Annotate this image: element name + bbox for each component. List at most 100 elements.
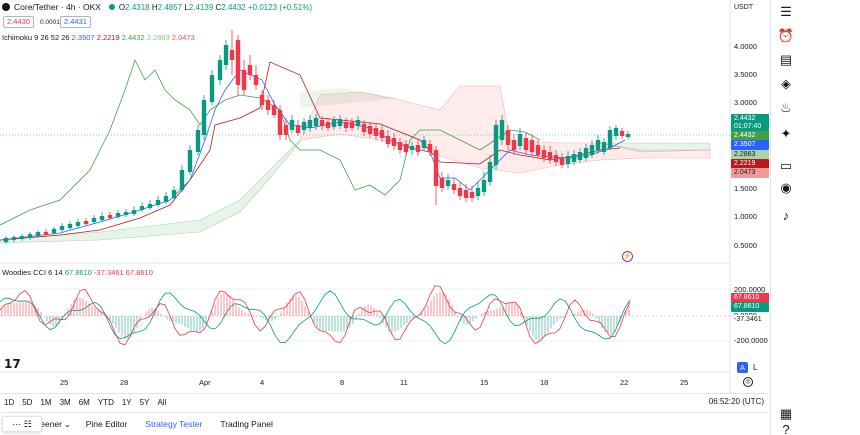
currency-label[interactable]: USDT: [734, 4, 754, 11]
candle-body: [19, 236, 25, 239]
candle-body: [379, 130, 385, 138]
tab-stock-screener[interactable]: Stock Screener: [42, 419, 62, 429]
time-axis-label: 8: [340, 378, 345, 387]
timeframe-1d[interactable]: 1D: [4, 398, 15, 407]
candle-body: [367, 126, 373, 134]
fire-icon[interactable]: ♨: [780, 100, 792, 115]
collapse-panel-icon[interactable]: ⋯ ☷: [2, 416, 42, 432]
candle-body: [83, 221, 89, 224]
chart-area[interactable]: Core/Tether · 4h · OKX O2.4318 H2.4857 L…: [0, 0, 769, 395]
time-axis-label: 28: [120, 378, 129, 387]
candle-body: [99, 216, 105, 220]
time-axis-label: 25: [60, 378, 69, 387]
calendar-icon[interactable]: ▦: [779, 406, 793, 421]
price-tag: 2.2863: [731, 150, 769, 160]
ohlc-readout: O2.4318 H2.4857 L2.4139 C2.4432 +0.0123 …: [118, 2, 313, 12]
price-axis-label: 4.0000: [734, 42, 757, 51]
time-axis-label: 18: [540, 378, 549, 387]
candle-body: [523, 138, 529, 150]
candle-body: [337, 119, 343, 126]
candle-body: [607, 130, 613, 148]
event-marker-icon[interactable]: ⚡: [622, 251, 633, 262]
broadcast-icon[interactable]: ◉: [780, 180, 792, 195]
ichimoku-cloud-bear: [299, 85, 711, 174]
candle-body: [397, 142, 403, 150]
cci-tag: -37.3461: [731, 315, 769, 325]
layers-icon[interactable]: ◈: [781, 76, 791, 91]
idea-bulb-icon[interactable]: ✦: [780, 126, 792, 141]
candle-body: [155, 200, 161, 205]
candle-body: [355, 120, 361, 126]
candle-body: [331, 120, 337, 127]
candle-body: [493, 125, 499, 165]
timeframe-all[interactable]: All: [157, 398, 167, 407]
tab-trading-panel[interactable]: Trading Panel: [220, 419, 273, 429]
price-axis-label: 1.5000: [734, 184, 757, 193]
ichimoku-cloud-bull-2: [300, 88, 400, 108]
timeframe-5d[interactable]: 5D: [22, 398, 33, 407]
candle-body: [439, 178, 445, 188]
notification-bell-icon[interactable]: ♪: [782, 207, 790, 223]
chat-icon[interactable]: ▭: [779, 158, 793, 173]
candle-body: [469, 192, 475, 198]
candle-body: [51, 229, 57, 233]
tab-pine-editor[interactable]: Pine Editor: [85, 419, 128, 429]
watchlist-icon[interactable]: ☰: [780, 4, 792, 19]
auto-scale-button[interactable]: A: [737, 362, 748, 373]
right-toolbar: ☰ ⏰ ▤ ◈ ♨ ✦ ▭ ◉ ♪ ▦ ?: [770, 0, 800, 435]
timeframe-1m[interactable]: 1M: [40, 398, 52, 407]
time-axis-label: 25: [680, 378, 689, 387]
candle-body: [403, 144, 409, 152]
price-tag: 01:07:40: [731, 122, 769, 132]
sell-price-button[interactable]: 2.4430: [3, 16, 34, 28]
tab-dropdown-icon[interactable]: ⌄: [64, 419, 71, 429]
log-scale-button[interactable]: L: [753, 363, 758, 372]
candle-body: [313, 118, 319, 126]
cci-main-line: [0, 290, 631, 345]
tradingview-logo[interactable]: 17: [4, 357, 21, 371]
bottom-panel-tabs: ⋯ ☷ Stock Screener ⌄ Pine Editor Strateg…: [0, 412, 768, 435]
candle-body: [529, 140, 535, 152]
candle-body: [325, 122, 331, 128]
cci-legend[interactable]: Woodies CCI 6 14 67.8610 -37.3461 67.861…: [2, 268, 153, 277]
candle-body: [391, 138, 397, 146]
timeframe-1y[interactable]: 1Y: [121, 398, 132, 407]
timeframe-5y[interactable]: 5Y: [139, 398, 150, 407]
market-status-dot: [108, 4, 115, 10]
price-chart[interactable]: [0, 0, 768, 395]
candle-body: [289, 120, 295, 130]
candle-body: [147, 204, 153, 208]
price-tag: 2.0473: [731, 168, 769, 178]
timeframe-3m[interactable]: 3M: [59, 398, 71, 407]
symbol-title[interactable]: Core/Tether · 4h · OKX: [14, 2, 101, 12]
candle-body: [229, 50, 235, 60]
help-icon[interactable]: ?: [782, 421, 790, 435]
candle-body: [577, 152, 583, 160]
candle-body: [487, 162, 493, 182]
candle-body: [35, 232, 41, 236]
timeframe-ytd[interactable]: YTD: [97, 398, 114, 407]
cci-tag: 67.8610: [731, 302, 769, 312]
buy-price-button[interactable]: 2.4431: [60, 16, 91, 28]
price-axis-label: 3.0000: [734, 98, 757, 107]
timeframe-6m[interactable]: 6M: [78, 398, 90, 407]
candle-body: [349, 122, 355, 128]
candle-body: [343, 122, 349, 128]
candle-body: [541, 150, 547, 158]
candle-body: [547, 152, 553, 160]
utc-clock[interactable]: 06:52:20 (UTC): [708, 397, 764, 406]
candle-body: [201, 100, 207, 135]
candle-body: [583, 148, 589, 158]
candle-body: [123, 212, 129, 215]
symbol-header: Core/Tether · 4h · OKX O2.4318 H2.4857 L…: [0, 0, 312, 14]
goto-realtime-icon[interactable]: ◎: [743, 377, 753, 387]
candle-body: [3, 238, 9, 242]
candle-body: [67, 224, 73, 228]
price-axis-label: 3.5000: [734, 70, 757, 79]
tab-strategy-tester[interactable]: Strategy Tester: [145, 419, 203, 429]
alert-clock-icon[interactable]: ⏰: [777, 28, 795, 43]
candle-body: [481, 180, 487, 192]
news-icon[interactable]: ▤: [779, 52, 793, 67]
ichimoku-legend[interactable]: Ichimoku 9 26 52 26 2.3507 2.2219 2.4432…: [2, 33, 195, 42]
candle-body: [613, 128, 619, 136]
